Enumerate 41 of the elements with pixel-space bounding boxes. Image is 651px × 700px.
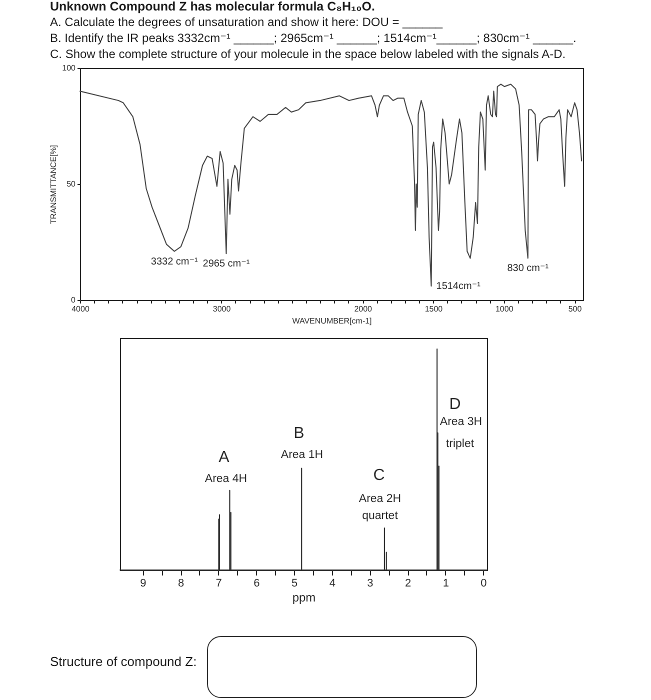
annotation: Area 3H bbox=[440, 416, 482, 428]
x-tick-label: 1 bbox=[442, 578, 449, 590]
x-tick-label: 6 bbox=[254, 578, 260, 590]
x-tick-label: 2000 bbox=[354, 304, 373, 314]
x-axis-title: ppm bbox=[292, 590, 316, 604]
text: A. Calculate the degrees of unsaturation and show it here: DOU = ______ bbox=[50, 15, 443, 29]
y-tick-label: 50 bbox=[66, 180, 76, 188]
annotation: 830 cm⁻¹ bbox=[507, 263, 550, 274]
x-tick-label: 3 bbox=[367, 578, 374, 590]
x-tick-label: 4 bbox=[329, 578, 336, 590]
annotation: A bbox=[218, 449, 230, 466]
annotation: Area 1H bbox=[280, 449, 324, 461]
annotation: 2965 cm⁻¹ bbox=[202, 258, 250, 270]
chart-title: Unknown Compound Z has molecular formula C₈H₁₀O. bbox=[50, 0, 376, 14]
x-tick-label: 8 bbox=[178, 578, 184, 590]
text: Structure of compound Z: bbox=[50, 654, 197, 669]
y-tick-label: 100 bbox=[62, 64, 76, 72]
annotation: triplet bbox=[446, 438, 475, 450]
x-tick-label: 500 bbox=[568, 304, 582, 314]
y-tick-label: 0 bbox=[71, 296, 76, 304]
x-tick-label: 7 bbox=[216, 578, 222, 590]
annotation: 3332 cm⁻¹ bbox=[150, 256, 199, 268]
annotation: D bbox=[449, 396, 461, 413]
x-tick-label: 5 bbox=[291, 578, 298, 590]
annotation: 1514cm⁻¹ bbox=[436, 281, 482, 292]
x-tick-label: 1500 bbox=[424, 304, 444, 314]
x-tick-label: 3000 bbox=[212, 304, 232, 314]
annotation: Area 2H bbox=[358, 493, 402, 505]
text: B. Identify the IR peaks 3332cm⁻¹ ______; 2965cm⁻¹ ______; 1514cm⁻¹______; 830cm⁻¹ ______. bbox=[50, 31, 576, 45]
text: C. Show the complete structure of your molecule in the space below labeled with the signals A-D. bbox=[50, 47, 566, 61]
annotation: C bbox=[373, 467, 385, 484]
x-tick-label: 2 bbox=[404, 578, 412, 590]
y-axis-title: TRANSMITTANCE[%] bbox=[49, 145, 58, 224]
annotation: B bbox=[294, 425, 304, 442]
x-axis-title: WAVENUMBER[cm-1] bbox=[292, 316, 372, 326]
x-tick-label: 1000 bbox=[495, 304, 514, 314]
x-tick-label: 4000 bbox=[72, 304, 90, 314]
annotation: Area 4H bbox=[204, 473, 248, 485]
x-tick-label: 0 bbox=[480, 578, 487, 590]
x-tick-label: 9 bbox=[140, 578, 146, 590]
annotation: quartet bbox=[362, 510, 399, 522]
